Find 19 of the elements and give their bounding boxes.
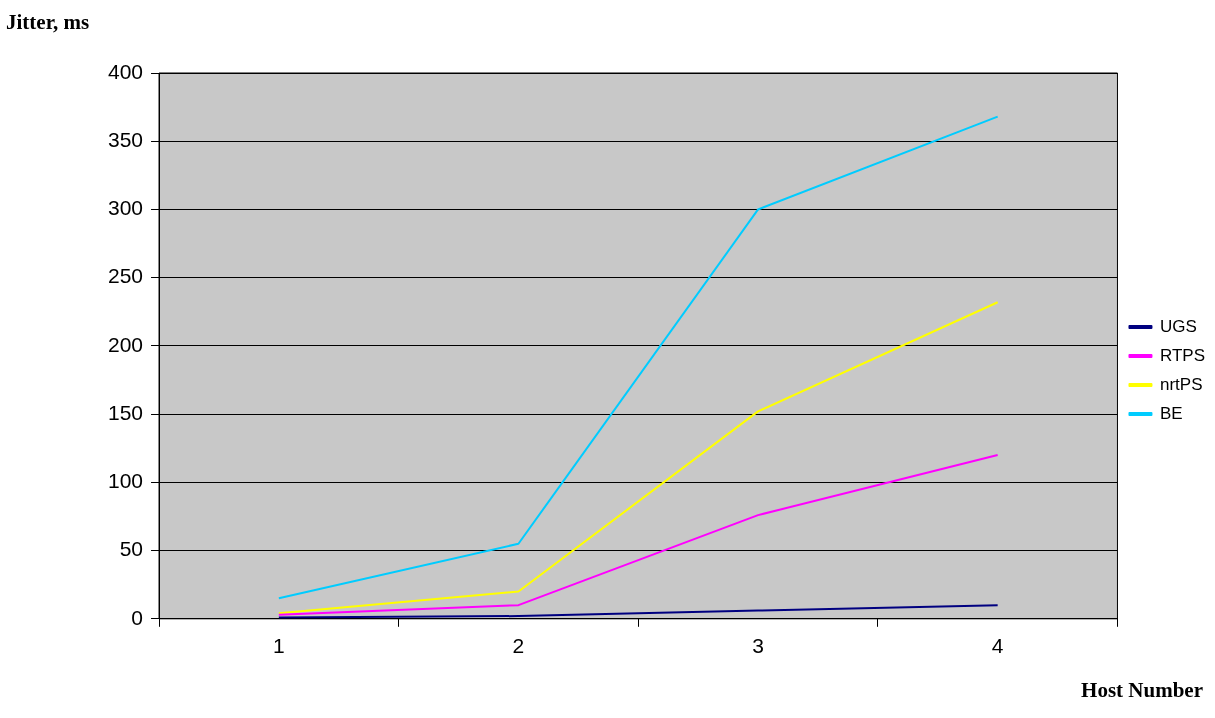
y-tick-label: 100 (107, 469, 144, 493)
y-tick-label: 0 (131, 605, 144, 629)
y-axis-title: Jitter, ms (6, 10, 90, 35)
x-axis-title: Host Number (1081, 678, 1203, 703)
y-tick-label: 300 (107, 196, 144, 220)
y-tick-label: 350 (107, 128, 144, 152)
legend-label: nrtPS (1159, 374, 1203, 394)
legend-label: UGS (1159, 316, 1197, 336)
legend-label: BE (1159, 403, 1183, 423)
y-tick-label: 400 (107, 59, 144, 83)
y-tick-label: 150 (107, 400, 144, 424)
x-tick-label: 3 (752, 634, 764, 658)
y-tick-label: 50 (119, 537, 144, 561)
legend-label: RTPS (1159, 345, 1206, 365)
x-tick-label: 2 (512, 634, 525, 658)
x-tick-label: 4 (991, 634, 1004, 658)
x-tick-label: 1 (273, 634, 285, 658)
y-tick-label: 200 (107, 332, 144, 356)
y-tick-label: 250 (107, 264, 144, 288)
